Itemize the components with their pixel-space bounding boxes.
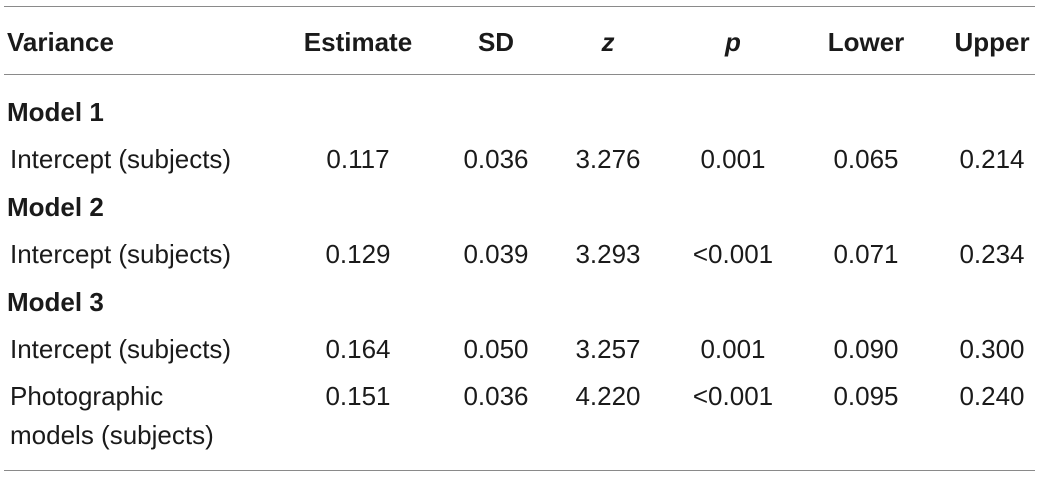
- header-sd: SD: [477, 27, 515, 57]
- cell-upper: 0.300: [959, 334, 1025, 364]
- cell-lower: 0.065: [833, 144, 899, 174]
- cell-sd: 0.036: [463, 381, 529, 411]
- header-p: p: [725, 27, 741, 57]
- cell-p: <0.001: [692, 381, 774, 411]
- cell-estimate: 0.129: [325, 239, 391, 269]
- cell-sd: 0.050: [463, 334, 529, 364]
- header-variance: Variance: [7, 27, 114, 57]
- cell-p: 0.001: [700, 334, 766, 364]
- header-estimate: Estimate: [303, 27, 413, 57]
- cell-lower: 0.071: [833, 239, 899, 269]
- cell-z: 3.276: [575, 144, 641, 174]
- table-header-rule: [4, 74, 1035, 75]
- model-3-title: Model 3: [7, 287, 104, 317]
- cell-z: 3.257: [575, 334, 641, 364]
- cell-lower: 0.095: [833, 381, 899, 411]
- model-2-title: Model 2: [7, 192, 104, 222]
- cell-p: 0.001: [700, 144, 766, 174]
- cell-sd: 0.036: [463, 144, 529, 174]
- row-label: Intercept (subjects): [10, 239, 232, 269]
- header-lower: Lower: [827, 27, 905, 57]
- header-z: z: [601, 27, 615, 57]
- cell-lower: 0.090: [833, 334, 899, 364]
- header-upper: Upper: [954, 27, 1030, 57]
- row-label: Intercept (subjects): [10, 144, 232, 174]
- table-top-rule: [4, 6, 1035, 7]
- cell-estimate: 0.151: [325, 381, 391, 411]
- cell-estimate: 0.117: [326, 144, 390, 174]
- cell-upper: 0.234: [959, 239, 1025, 269]
- cell-z: 3.293: [575, 239, 641, 269]
- cell-z: 4.220: [575, 381, 641, 411]
- row-label-line-1: Photographic: [10, 381, 164, 411]
- row-label-line-2: models (subjects): [10, 420, 214, 450]
- table-bottom-rule: [4, 470, 1035, 471]
- cell-estimate: 0.164: [325, 334, 391, 364]
- cell-upper: 0.214: [959, 144, 1025, 174]
- row-label: Intercept (subjects): [10, 334, 232, 364]
- cell-upper: 0.240: [959, 381, 1025, 411]
- model-1-title: Model 1: [7, 97, 104, 127]
- cell-p: <0.001: [692, 239, 774, 269]
- cell-sd: 0.039: [463, 239, 529, 269]
